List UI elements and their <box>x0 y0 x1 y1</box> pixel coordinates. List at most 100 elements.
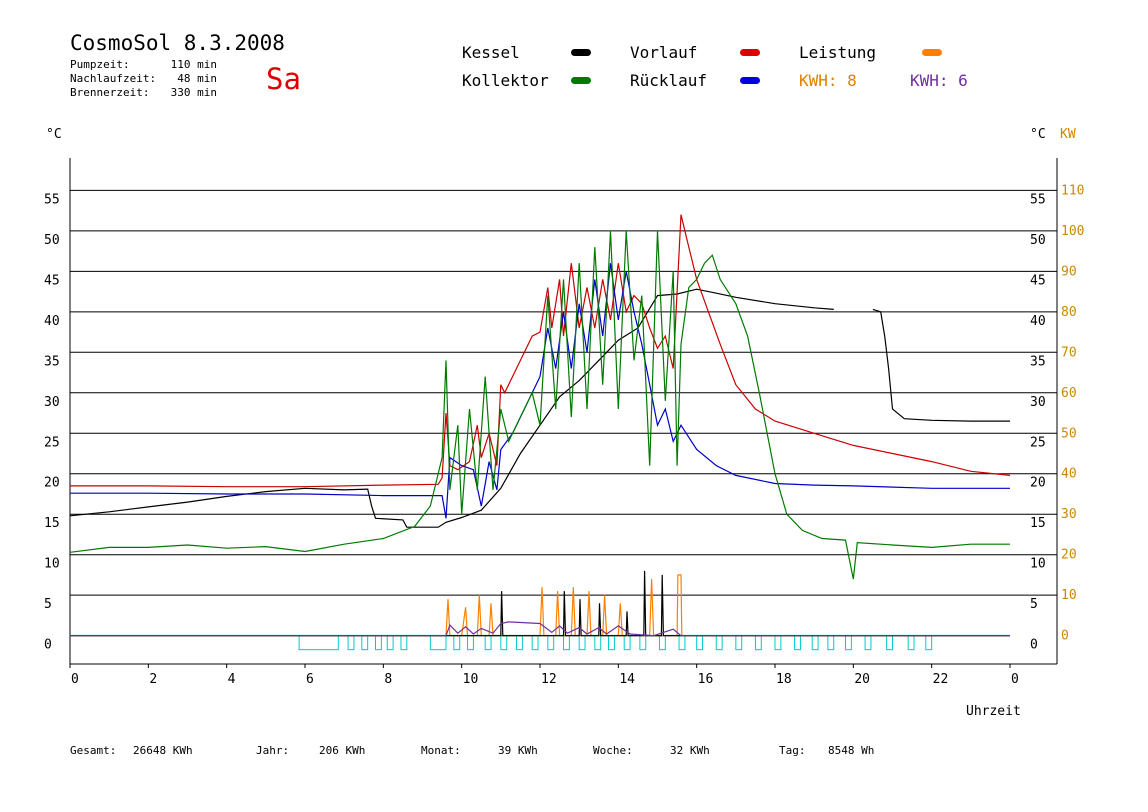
pump-interval-33 <box>907 635 915 651</box>
y2-tick-label-40: 40 <box>1061 467 1077 482</box>
pump-interval-31 <box>864 635 872 651</box>
x-tick-label-12: 0 <box>1011 672 1019 687</box>
legend-ruecklauf-label: Rücklauf <box>630 71 708 90</box>
legend-vorlauf-swatch <box>740 49 760 56</box>
legend-kwh-orange: KWH: 8 <box>799 71 857 90</box>
y-tick-label-left-50: 50 <box>44 233 60 248</box>
pump-interval-28 <box>811 635 819 651</box>
y-tick-label-right-55: 55 <box>1030 192 1046 207</box>
series-line-r-cklauf <box>70 263 1010 519</box>
footer-jahr-label: Jahr: <box>256 744 290 757</box>
pump-interval-17 <box>608 635 615 651</box>
y-tick-label-left-55: 55 <box>44 192 60 207</box>
stat-brennerzeit-value: 330 min <box>170 86 217 99</box>
x-tick-label-2: 4 <box>228 672 236 687</box>
footer-woche-label: Woche: <box>593 744 633 757</box>
pump-interval-29 <box>827 635 835 651</box>
y-tick-label-left-35: 35 <box>44 354 60 369</box>
legend-kwh-purple: KWH: 6 <box>910 71 968 90</box>
x-tick-label-11: 22 <box>933 672 949 687</box>
y-tick-label-left-30: 30 <box>44 395 60 410</box>
pump-interval-10 <box>500 635 508 651</box>
y2-tick-label-80: 80 <box>1061 305 1077 320</box>
series-line-kollektor <box>69 230 1010 580</box>
y2-tick-label-70: 70 <box>1061 345 1077 360</box>
y2-tick-label-50: 50 <box>1061 426 1077 441</box>
y2-tick-label-20: 20 <box>1061 548 1077 563</box>
y-tick-label-right-5: 5 <box>1030 597 1038 612</box>
y2-tick-label-110: 110 <box>1061 183 1084 198</box>
y-tick-label-right-50: 50 <box>1030 233 1046 248</box>
y-tick-label-left-40: 40 <box>44 314 60 329</box>
y-tick-label-left-20: 20 <box>44 476 60 491</box>
pump-interval-30 <box>845 635 852 651</box>
x-tick-label-10: 20 <box>854 672 870 687</box>
legend-kollektor-label: Kollektor <box>462 71 549 90</box>
x-tick-label-9: 18 <box>776 672 792 687</box>
x-axis-label: Uhrzeit <box>966 704 1021 719</box>
pump-interval-11 <box>516 635 523 651</box>
y2-axis-label: KW <box>1060 127 1076 142</box>
y-tick-label-right-20: 20 <box>1030 476 1046 491</box>
y2-tick-label-100: 100 <box>1061 224 1084 239</box>
y-tick-label-right-30: 30 <box>1030 395 1046 410</box>
stat-nachlaufzeit-label: Nachlaufzeit: <box>70 72 157 85</box>
legend-leistung-label: Leistung <box>799 43 877 62</box>
y-tick-label-left-5: 5 <box>44 597 52 612</box>
pump-interval-25 <box>754 635 762 651</box>
pump-interval-18 <box>623 635 631 651</box>
pump-interval-9 <box>484 635 492 651</box>
footer-woche-value: 32 KWh <box>670 744 710 757</box>
y-tick-label-left-15: 15 <box>44 516 60 531</box>
x-tick-label-0: 0 <box>71 672 79 687</box>
pump-interval-13 <box>547 635 555 651</box>
x-tick-label-4: 8 <box>384 672 392 687</box>
y2-tick-label-10: 10 <box>1061 588 1077 603</box>
weekday-label: Sa <box>266 62 301 96</box>
pump-interval-34 <box>925 635 933 651</box>
y-tick-label-right-15: 15 <box>1030 516 1046 531</box>
x-tick-label-7: 14 <box>619 672 635 687</box>
app-title: CosmoSol 8.3.2008 <box>70 31 285 55</box>
x-tick-label-6: 12 <box>541 672 557 687</box>
legend-kessel-label: Kessel <box>462 43 520 62</box>
y-tick-label-right-10: 10 <box>1030 557 1046 572</box>
y-axis-label-left: °C <box>46 127 62 142</box>
x-tick-label-8: 16 <box>698 672 714 687</box>
pump-interval-32 <box>886 635 893 651</box>
footer-gesamt-value: 26648 KWh <box>133 744 193 757</box>
y2-tick-label-0: 0 <box>1061 629 1069 644</box>
x-tick-label-5: 10 <box>463 672 479 687</box>
pump-interval-4 <box>386 635 394 651</box>
pump-interval-0 <box>298 635 339 651</box>
x-tick-label-3: 6 <box>306 672 314 687</box>
series-line-kessel <box>69 288 834 528</box>
pump-interval-19 <box>639 635 647 651</box>
legend-kollektor-swatch <box>571 77 591 84</box>
pump-interval-5 <box>400 635 408 651</box>
x-tick-label-1: 2 <box>149 672 157 687</box>
pump-interval-8 <box>467 635 474 651</box>
pump-interval-6 <box>429 635 447 651</box>
footer-tag-label: Tag: <box>779 744 806 757</box>
series-line-leistung <box>70 574 1010 637</box>
pump-interval-14 <box>563 635 570 651</box>
legend-ruecklauf-swatch <box>740 77 760 84</box>
y-tick-label-right-40: 40 <box>1030 314 1046 329</box>
footer-tag-value: 8548 Wh <box>828 744 875 757</box>
pump-interval-2 <box>361 635 369 651</box>
legend-leistung-swatch <box>922 49 942 56</box>
y-tick-label-right-35: 35 <box>1030 354 1046 369</box>
pump-interval-7 <box>453 635 461 651</box>
y-tick-label-left-10: 10 <box>44 557 60 572</box>
pump-interval-15 <box>578 635 586 651</box>
pump-interval-26 <box>774 635 782 651</box>
pump-interval-27 <box>794 635 801 651</box>
pump-interval-12 <box>531 635 539 651</box>
stat-brennerzeit-label: Brennerzeit: <box>70 86 150 99</box>
legend-kessel-swatch <box>571 49 591 56</box>
footer-gesamt-label: Gesamt: <box>70 744 117 757</box>
legend-vorlauf-label: Vorlauf <box>630 43 698 62</box>
pump-interval-1 <box>347 635 355 651</box>
